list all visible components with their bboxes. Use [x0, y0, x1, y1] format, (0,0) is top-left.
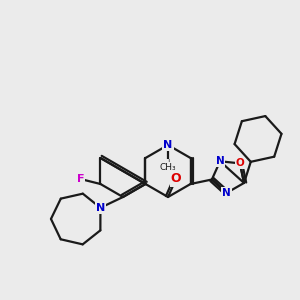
Text: F: F: [77, 174, 84, 184]
Text: O: O: [236, 158, 244, 168]
Text: CH₃: CH₃: [160, 163, 176, 172]
Text: O: O: [171, 172, 181, 185]
Text: N: N: [164, 140, 172, 150]
Text: |: |: [167, 160, 169, 167]
Text: N: N: [216, 156, 224, 166]
Text: N: N: [222, 188, 231, 198]
Text: N: N: [96, 203, 105, 213]
